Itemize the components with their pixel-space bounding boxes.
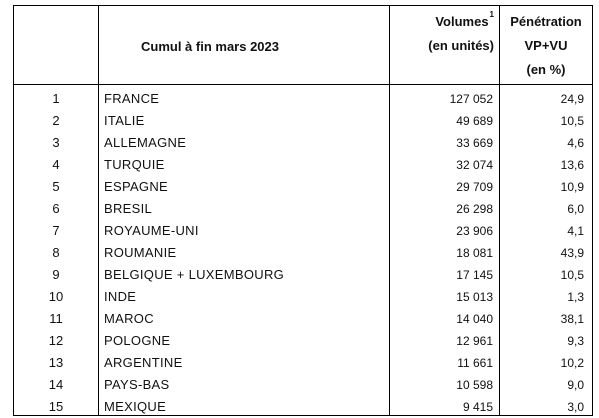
volume-cell: 29 709 [389,173,500,195]
volume-cell: 18 081 [389,239,500,261]
country-cell: ALLEMAGNE [98,129,390,151]
country-cell: BRESIL [98,195,390,217]
penetration-cell: 43,9 [499,239,593,261]
table-row: 11 MAROC 14 040 38,1 [13,305,593,327]
volume-cell: 49 689 [389,107,500,129]
volume-header-title: Volumes [435,14,489,29]
country-cell: BELGIQUE + LUXEMBOURG [98,261,390,283]
volume-header-line1: Volumes1 [390,10,494,34]
rank-cell: 9 [13,261,99,283]
country-cell: INDE [98,283,390,305]
penetration-cell: 24,9 [499,84,593,107]
penetration-cell: 38,1 [499,305,593,327]
penetration-cell: 9,0 [499,371,593,393]
country-cell: FRANCE [98,84,390,107]
table-body: 1 FRANCE 127 052 24,9 2 ITALIE 49 689 10,5 3 ALLE… [13,84,593,416]
rank-cell: 15 [13,393,99,416]
rank-cell: 4 [13,151,99,173]
country-column-header: Cumul à fin mars 2023 [98,5,390,85]
penetration-column-header: Pénétration VP+VU (en %) [499,5,593,85]
table-row: 7 ROYAUME-UNI 23 906 4,1 [13,217,593,239]
penetration-cell: 10,5 [499,107,593,129]
country-cell: ESPAGNE [98,173,390,195]
penetration-cell: 13,6 [499,151,593,173]
penetration-header-line2: VP+VU [524,38,568,53]
volume-cell: 11 661 [389,349,500,371]
penetration-cell: 10,9 [499,173,593,195]
country-cell: MEXIQUE [98,393,390,416]
rank-cell: 8 [13,239,99,261]
volume-column-header: Volumes1 (en unités) [389,5,500,85]
table-row: 4 TURQUIE 32 074 13,6 [13,151,593,173]
volume-cell: 17 145 [389,261,500,283]
country-cell: ARGENTINE [98,349,390,371]
period-label: Cumul à fin mars 2023 [141,39,279,54]
volume-cell: 26 298 [389,195,500,217]
rank-cell: 5 [13,173,99,195]
volume-cell: 9 415 [389,393,500,416]
volume-header-unit: (en unités) [428,38,494,53]
country-cell: MAROC [98,305,390,327]
penetration-cell: 9,3 [499,327,593,349]
country-cell: PAYS-BAS [98,371,390,393]
penetration-cell: 10,2 [499,349,593,371]
table-row: 2 ITALIE 49 689 10,5 [13,107,593,129]
table-row: 5 ESPAGNE 29 709 10,9 [13,173,593,195]
volume-cell: 23 906 [389,217,500,239]
table-row: 1 FRANCE 127 052 24,9 [13,84,593,107]
volume-cell: 32 074 [389,151,500,173]
penetration-cell: 4,1 [499,217,593,239]
penetration-cell: 4,6 [499,129,593,151]
penetration-header-unit: (en %) [526,62,566,77]
table-row: 6 BRESIL 26 298 6,0 [13,195,593,217]
penetration-cell: 6,0 [499,195,593,217]
table-header-row: Cumul à fin mars 2023 Volumes1 (en unité… [13,5,593,85]
penetration-cell: 3,0 [499,393,593,416]
volume-cell: 10 598 [389,371,500,393]
country-cell: ROUMANIE [98,239,390,261]
table-row: 3 ALLEMAGNE 33 669 4,6 [13,129,593,151]
volume-cell: 15 013 [389,283,500,305]
volume-cell: 33 669 [389,129,500,151]
table-row: 9 BELGIQUE + LUXEMBOURG 17 145 10,5 [13,261,593,283]
rank-cell: 12 [13,327,99,349]
rank-cell: 11 [13,305,99,327]
country-cell: TURQUIE [98,151,390,173]
penetration-cell: 10,5 [499,261,593,283]
footnote-marker: 1 [489,9,494,19]
volume-cell: 127 052 [389,84,500,107]
penetration-header-line1: Pénétration [510,14,582,29]
volume-cell: 14 040 [389,305,500,327]
table-row: 8 ROUMANIE 18 081 43,9 [13,239,593,261]
volume-cell: 12 961 [389,327,500,349]
country-cell: ROYAUME-UNI [98,217,390,239]
rank-cell: 10 [13,283,99,305]
country-ranking-table: Cumul à fin mars 2023 Volumes1 (en unité… [13,5,593,416]
table-row: 14 PAYS-BAS 10 598 9,0 [13,371,593,393]
penetration-cell: 1,3 [499,283,593,305]
table-row: 15 MEXIQUE 9 415 3,0 [13,393,593,416]
rank-column-header [13,5,99,85]
rank-cell: 2 [13,107,99,129]
rank-cell: 3 [13,129,99,151]
rank-cell: 1 [13,84,99,107]
rank-cell: 13 [13,349,99,371]
rank-cell: 7 [13,217,99,239]
rank-cell: 14 [13,371,99,393]
table-row: 12 POLOGNE 12 961 9,3 [13,327,593,349]
rank-cell: 6 [13,195,99,217]
country-cell: ITALIE [98,107,390,129]
country-cell: POLOGNE [98,327,390,349]
table-row: 10 INDE 15 013 1,3 [13,283,593,305]
table-row: 13 ARGENTINE 11 661 10,2 [13,349,593,371]
